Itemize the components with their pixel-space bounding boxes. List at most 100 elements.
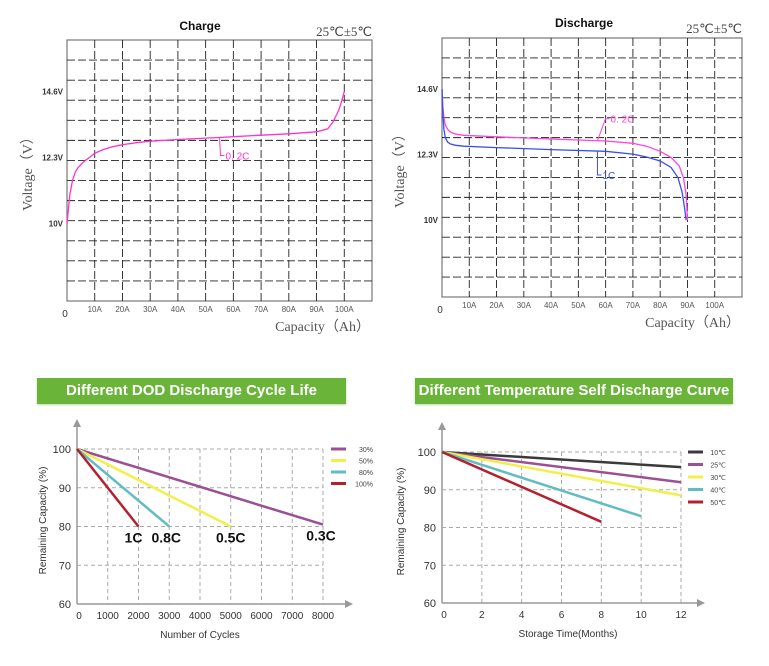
series-line (441, 450, 682, 469)
x-tick-label: 0 (441, 610, 447, 621)
y-tick-label: 100 (53, 444, 71, 456)
y-tick-label: 90 (59, 483, 71, 495)
series-end-label: 1C (125, 530, 143, 546)
x-tick-label: 6 (559, 610, 565, 621)
y-tick-label: 12.3V (417, 151, 439, 160)
discharge-chart: Discharge 25℃±5℃ 14.6V 12.3V 10V 0 10A 20A 30A 40… (392, 16, 743, 331)
series-end-label: 0.5C (216, 530, 246, 546)
x-tick-label: 20A (115, 305, 130, 314)
y-tick-label: 80 (424, 523, 436, 535)
y-axis-label: Voltage（V） (20, 130, 36, 211)
y-axis-label: Remaining Capacity (%) (396, 468, 407, 576)
x-tick-label: 12 (675, 610, 687, 621)
x-tick-label: 8000 (312, 611, 335, 622)
x-tick-label: 10A (462, 301, 477, 310)
x-tick-label: 20A (489, 301, 504, 310)
legend-label: 30℃ (710, 475, 726, 482)
y-tick-label: 60 (424, 598, 436, 610)
legend-label: 10℃ (710, 450, 726, 457)
x-tick-label: 90A (309, 305, 324, 314)
x-tick-label: 0 (76, 611, 82, 622)
label-leader-line (596, 118, 610, 141)
y-tick-label: 100 (418, 447, 436, 459)
series-line (441, 450, 642, 518)
x-tick-label: 30A (517, 301, 532, 310)
x-tick-label: 3000 (158, 611, 181, 622)
x-tick-label: 100A (335, 305, 354, 314)
legend-label: 40℃ (710, 488, 726, 495)
x-tick-label: 2 (479, 610, 485, 621)
y-axis-label: Voltage（V） (392, 127, 408, 208)
y-axis-label: Remaining Capacity (%) (38, 467, 49, 575)
dod-chart-title-banner: Different DOD Discharge Cycle Life Curve… (37, 378, 346, 425)
x-tick-label: 100A (705, 301, 724, 310)
legend-label: 50℃ (710, 500, 726, 507)
series-line-02C (66, 91, 345, 224)
chart-title: Charge (179, 19, 221, 33)
x-tick-label: 60A (599, 301, 614, 310)
series-label: 0. 2C (226, 152, 250, 163)
x-tick-label: 40A (544, 301, 559, 310)
label-leader-line (219, 137, 225, 157)
legend-label: 50% (359, 459, 373, 466)
series-end-label: 0.3C (306, 528, 336, 544)
discharge-chart-panel: Discharge 25℃±5℃ 14.6V 12.3V 10V 0 10A 20A 30A 40… (384, 0, 769, 340)
x-tick-label: 4000 (189, 611, 212, 622)
x-origin-label: 0 (62, 309, 68, 320)
y-tick-label: 14.6V (42, 88, 64, 97)
x-tick-label: 70A (626, 301, 641, 310)
x-tick-label: 4 (519, 610, 525, 621)
series-line (76, 448, 140, 528)
x-axis-arrow-icon (697, 599, 705, 607)
temp-chart-panel: Different Temperature Self Discharge Cur… (384, 370, 769, 661)
series-line (76, 447, 324, 526)
x-tick-label: 6000 (250, 611, 273, 622)
x-axis-arrow-icon (345, 600, 353, 608)
x-origin-label: 0 (437, 305, 443, 316)
series-line-02C (441, 89, 689, 221)
x-axis-label: Capacity（Ah） (275, 319, 370, 335)
y-tick-label: 60 (59, 599, 71, 611)
x-tick-label: 10 (636, 610, 648, 621)
x-tick-label: 80A (653, 301, 668, 310)
x-tick-label: 7000 (281, 611, 304, 622)
x-axis-label: Capacity（Ah） (645, 315, 740, 331)
x-tick-label: 2000 (127, 611, 150, 622)
chart-title: Discharge (555, 16, 613, 30)
legend-label: 100% (355, 482, 373, 489)
y-tick-label: 80 (59, 522, 71, 534)
x-tick-label: 1000 (97, 611, 120, 622)
x-tick-label: 60A (226, 305, 241, 314)
series-end-label: 0.8C (151, 530, 181, 546)
x-tick-label: 30A (143, 305, 158, 314)
series-label: 0. 2C (610, 115, 634, 126)
y-tick-label: 10V (424, 216, 439, 225)
x-tick-label: 10A (88, 305, 103, 314)
y-axis-arrow-icon (73, 419, 81, 427)
series-line (441, 450, 682, 484)
x-tick-label: 8 (599, 610, 605, 621)
y-tick-label: 70 (59, 560, 71, 572)
x-tick-label: 50A (199, 305, 214, 314)
y-tick-label: 70 (424, 560, 436, 572)
series-line (441, 450, 602, 523)
plot-frame (441, 37, 743, 298)
label-leader-line (596, 151, 602, 176)
x-tick-label: 70A (254, 305, 269, 314)
x-tick-label: 80A (282, 305, 297, 314)
y-tick-label: 14.6V (417, 85, 439, 94)
y-axis-arrow-icon (438, 422, 446, 430)
plot-frame (66, 39, 373, 302)
series-label: 1C (602, 171, 615, 182)
legend-label: 25℃ (710, 463, 726, 470)
x-axis-label: Storage Time(Months) (519, 629, 618, 640)
dod-chart-panel: Different DOD Discharge Cycle Life Curve… (0, 370, 384, 661)
y-tick-label: 12.3V (42, 154, 64, 163)
x-tick-label: 50A (571, 301, 586, 310)
y-tick-label: 90 (424, 485, 436, 497)
temp-self-discharge-chart: 60 70 80 90 100 0 2 4 6 8 10 12 Storage Time(Months)… (396, 422, 726, 640)
series-line-1C (441, 89, 687, 221)
temperature-annotation: 25℃±5℃ (316, 24, 372, 39)
x-tick-label: 5000 (220, 611, 243, 622)
